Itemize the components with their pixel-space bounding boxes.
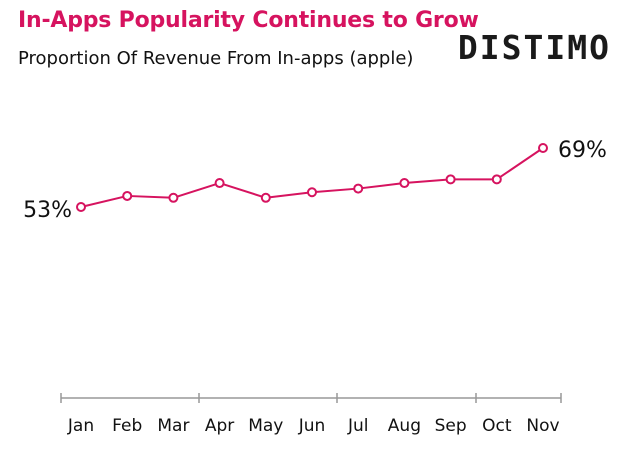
series-line [80,147,544,208]
data-point [491,174,502,185]
data-point [76,202,86,212]
x-tick-label: Jun [298,416,326,436]
x-tick-label: May [248,416,283,436]
labels-layer: Jan Feb Mar Apr May Jun Jul Aug Sep Oct Nov 53% 69% [23,138,607,436]
x-tick-label: Apr [205,416,234,436]
chart-subtitle: Proportion Of Revenue From In-apps (appl… [18,48,414,69]
x-tick-label: Nov [526,416,559,436]
data-point [122,190,133,201]
data-point [168,192,179,203]
x-tick-label: Jan [67,416,94,436]
x-tick-label: Sep [435,416,467,436]
data-label-first: 53% [23,198,72,223]
data-label-last: 69% [558,138,607,163]
x-tick-label: Mar [157,416,189,436]
brand-logo: DISTIMO [457,28,611,67]
data-point [214,178,225,189]
x-tick-label: Jul [347,416,369,436]
data-point [353,183,364,194]
data-point [260,192,271,203]
data-point [538,143,548,153]
data-point [399,178,410,189]
series-layer [76,143,548,212]
data-point [307,187,317,198]
chart-title: In-Apps Popularity Continues to Grow [18,8,479,33]
x-tick-label: Feb [112,416,142,436]
x-tick-label: Oct [482,416,512,436]
data-point [445,174,456,185]
x-tick-label: Aug [388,416,421,436]
x-axis [60,393,562,403]
